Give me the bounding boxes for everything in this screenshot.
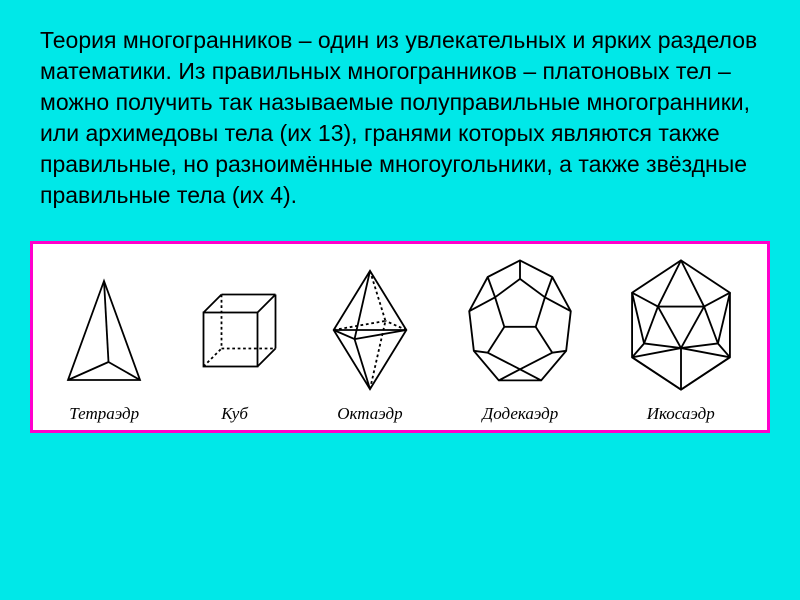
platonic-solids-panel: Тетраэдр Куб <box>30 241 770 433</box>
solids-row: Тетраэдр Куб <box>39 250 761 424</box>
cube-label: Куб <box>221 404 248 424</box>
solid-octahedron: Октаэдр <box>320 260 420 424</box>
tetrahedron-label: Тетраэдр <box>69 404 139 424</box>
dodecahedron-label: Додекаэдр <box>482 404 558 424</box>
dodecahedron-icon <box>460 250 580 400</box>
cube-icon <box>190 270 280 400</box>
solid-dodecahedron: Додекаэдр <box>460 250 580 424</box>
solid-tetrahedron: Тетраэдр <box>59 270 149 424</box>
octahedron-label: Октаэдр <box>337 404 402 424</box>
icosahedron-label: Икосаэдр <box>647 404 715 424</box>
tetrahedron-icon <box>59 270 149 400</box>
icosahedron-icon <box>621 250 741 400</box>
solid-cube: Куб <box>190 270 280 424</box>
octahedron-icon <box>320 260 420 400</box>
solid-icosahedron: Икосаэдр <box>621 250 741 424</box>
main-paragraph: Теория многогранников – один из увлекате… <box>0 0 800 226</box>
